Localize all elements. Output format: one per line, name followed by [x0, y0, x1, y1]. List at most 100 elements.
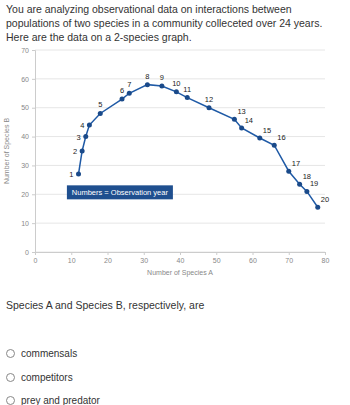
y-tick-mark	[32, 50, 35, 51]
y-tick-mark	[32, 252, 35, 253]
x-tick-label: 30	[140, 257, 148, 264]
x-tick: 80	[322, 252, 330, 264]
y-tick: 0	[25, 249, 35, 256]
x-axis-title: Number of Species A	[147, 269, 213, 277]
y-tick: 50	[21, 104, 35, 111]
point-label: 12	[205, 95, 213, 104]
y-tick: 70	[21, 47, 35, 54]
x-tick-mark	[144, 252, 145, 255]
option[interactable]: competitors	[6, 370, 73, 383]
radio-button[interactable]	[6, 396, 15, 405]
y-tick-label: 30	[21, 162, 29, 169]
y-tick-label: 20	[21, 191, 29, 198]
y-tick: 60	[21, 76, 35, 83]
data-point	[297, 182, 302, 187]
y-tick-mark	[32, 165, 35, 166]
x-tick: 60	[249, 252, 257, 264]
grid-line	[35, 223, 325, 224]
y-tick-label: 70	[21, 47, 29, 54]
x-axis-line	[36, 253, 326, 256]
x-tick-label: 80	[322, 257, 330, 264]
x-tick-label: 60	[249, 257, 257, 264]
x-tick-mark	[71, 252, 72, 255]
data-point	[272, 143, 277, 148]
y-tick-mark	[32, 137, 35, 138]
x-tick: 40	[177, 252, 185, 264]
point-label: 6	[120, 86, 124, 95]
data-point	[315, 205, 320, 210]
y-tick-label: 60	[21, 76, 29, 83]
option[interactable]: commensals	[6, 346, 77, 359]
point-label: 11	[183, 85, 191, 94]
grid-line	[35, 50, 325, 51]
x-tick: 20	[104, 252, 112, 264]
x-tick-label: 70	[285, 257, 293, 264]
y-tick-mark	[32, 108, 35, 109]
y-tick: 40	[21, 133, 35, 140]
data-point	[286, 169, 291, 174]
x-tick-label: 10	[68, 257, 76, 264]
radio-button[interactable]	[6, 373, 15, 382]
point-label: 2	[73, 147, 77, 156]
point-label: 4	[80, 121, 84, 130]
intro-text: You are analyzing observational data on …	[6, 2, 344, 45]
data-point	[239, 125, 244, 130]
option-label[interactable]: competitors	[21, 372, 73, 383]
annotation-box	[67, 185, 173, 199]
point-label: 17	[292, 159, 300, 168]
option[interactable]: prey and predator	[6, 393, 100, 405]
data-point	[127, 91, 132, 96]
y-tick-label: 0	[25, 249, 29, 256]
data-point	[159, 84, 164, 89]
point-label: 5	[98, 100, 102, 109]
x-tick-mark	[289, 252, 290, 255]
option-label[interactable]: prey and predator	[21, 395, 100, 405]
x-tick-mark	[108, 252, 109, 255]
data-point	[83, 134, 88, 139]
x-tick-label: 20	[104, 257, 112, 264]
point-label: 7	[127, 80, 131, 89]
x-tick-label: 0	[34, 257, 38, 264]
y-axis: 0 10 20 30 40 50 60 70	[21, 47, 35, 256]
x-tick-mark	[216, 252, 217, 255]
x-tick-label: 40	[177, 257, 185, 264]
y-tick: 10	[21, 220, 35, 227]
y-tick-mark	[32, 223, 35, 224]
y-tick-label: 40	[21, 133, 29, 140]
data-point	[207, 105, 212, 110]
data-point	[304, 189, 309, 194]
point-label: 19	[310, 179, 318, 188]
x-axis: 0 10 20 30 40 50 60 70 80	[34, 252, 330, 264]
grid-line	[35, 165, 325, 166]
data-point	[98, 111, 103, 116]
grid-line	[35, 107, 325, 108]
x-tick-mark	[253, 252, 254, 255]
data-point	[145, 82, 150, 87]
point-label: 9	[160, 73, 164, 82]
data-point	[257, 136, 262, 141]
y-tick-label: 50	[21, 104, 29, 111]
radio-button[interactable]	[6, 349, 15, 358]
y-tick: 20	[21, 191, 35, 198]
chart: 0102030405060708001020304050607012345678…	[0, 38, 350, 278]
point-label: 1	[69, 170, 73, 179]
data-point	[120, 97, 125, 102]
x-tick-mark	[180, 252, 181, 255]
y-tick-mark	[32, 194, 35, 195]
data-point	[174, 89, 179, 94]
x-tick: 30	[140, 252, 148, 264]
x-tick: 70	[285, 252, 293, 264]
x-tick: 0	[34, 252, 38, 264]
data-point	[87, 123, 92, 128]
option-label[interactable]: commensals	[21, 348, 77, 359]
x-tick: 50	[213, 252, 221, 264]
x-tick-label: 50	[213, 257, 221, 264]
point-label: 13	[237, 107, 245, 116]
point-label: 10	[172, 79, 180, 88]
annotation: Numbers = Observation year	[72, 188, 169, 197]
data-point	[80, 149, 85, 154]
x-tick: 10	[68, 252, 76, 264]
question-text: Species A and Species B, respectively, a…	[6, 299, 204, 311]
point-label: 14	[245, 116, 253, 125]
point-label: 15	[263, 126, 271, 135]
